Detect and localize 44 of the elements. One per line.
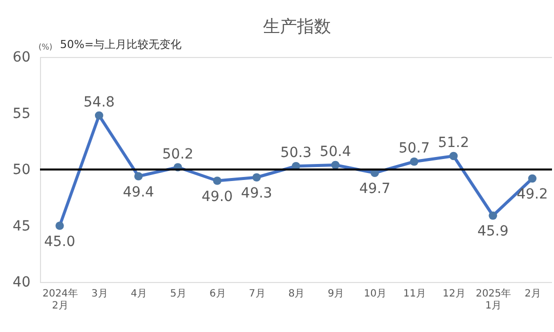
data-label: 45.9 xyxy=(477,224,509,240)
data-label: 45.0 xyxy=(44,234,76,250)
x-tick-label: 3月 xyxy=(91,288,108,300)
data-label: 51.2 xyxy=(438,135,470,151)
y-tick-label: 45 xyxy=(12,218,30,234)
x-tick-label: 7月 xyxy=(248,288,266,300)
x-tick-label: 2025年 1月 xyxy=(476,288,512,312)
x-tick-label: 8月 xyxy=(288,288,305,300)
data-label: 49.0 xyxy=(202,188,233,205)
data-label: 50.3 xyxy=(280,145,312,162)
x-tick-label: 2024年 2月 xyxy=(42,288,78,312)
point xyxy=(56,222,64,230)
data-label: 49.4 xyxy=(122,184,154,200)
x-tick-label: 12月 xyxy=(442,288,466,300)
x-tick-label: 11月 xyxy=(403,288,426,300)
x-tick-label: 6月 xyxy=(210,288,226,300)
point xyxy=(449,152,458,160)
x-tick-label: 9月 xyxy=(328,288,344,300)
data-label: 50.2 xyxy=(162,146,194,162)
y-tick-label: 50 xyxy=(12,162,30,178)
data-label: 49.2 xyxy=(516,186,548,202)
y-tick-label: 60 xyxy=(12,50,30,66)
point xyxy=(94,111,104,120)
y-axis-title: (%) xyxy=(38,42,52,52)
y-tick-label: 55 xyxy=(12,106,30,122)
data-label: 50.4 xyxy=(320,144,352,160)
point xyxy=(252,173,261,182)
point xyxy=(410,157,418,166)
point xyxy=(213,176,222,185)
y-tick-label: 40 xyxy=(12,274,30,290)
point xyxy=(528,174,536,183)
data-label: 50.7 xyxy=(398,140,430,157)
data-label: 49.3 xyxy=(241,185,272,202)
x-tick-label: 10月 xyxy=(364,288,387,300)
x-tick-label: 2月 xyxy=(524,288,541,300)
data-label: 54.8 xyxy=(83,94,115,110)
chart-title: 生产指数 xyxy=(263,17,331,37)
x-tick-label: 5月 xyxy=(170,288,187,300)
point xyxy=(331,160,340,170)
text: 50%=与上月比较无变化 xyxy=(60,38,182,51)
data-label: 49.7 xyxy=(359,180,390,197)
x-tick-label: 4月 xyxy=(130,288,148,300)
point xyxy=(134,172,143,180)
point xyxy=(488,211,498,220)
